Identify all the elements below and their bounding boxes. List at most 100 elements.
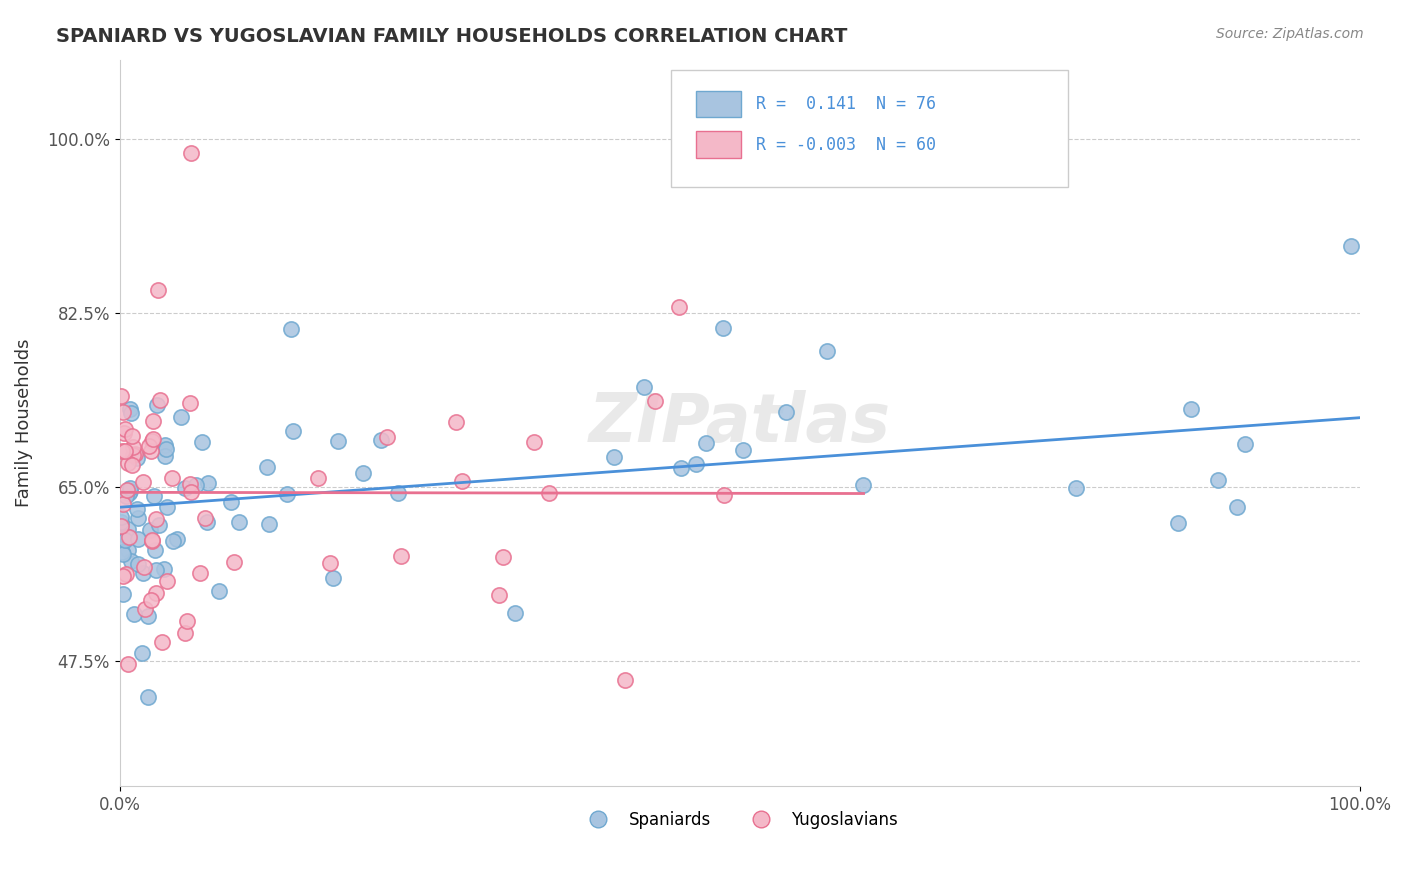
Point — [131, 647, 153, 661]
Point — [141, 444, 163, 458]
Point — [256, 460, 278, 475]
Point — [179, 396, 201, 410]
Point — [197, 476, 219, 491]
Point — [1167, 516, 1189, 531]
Point — [775, 405, 797, 419]
Point — [142, 432, 165, 446]
Point — [145, 511, 167, 525]
Point — [155, 500, 177, 514]
Point — [120, 554, 142, 568]
Point — [112, 497, 135, 511]
Point — [194, 510, 217, 524]
Point — [142, 414, 165, 428]
Point — [1234, 437, 1257, 451]
Point — [451, 475, 474, 489]
Point — [114, 533, 136, 547]
Point — [118, 481, 141, 495]
Point — [139, 523, 162, 537]
Point — [503, 606, 526, 620]
Point — [153, 562, 176, 576]
Point — [117, 657, 139, 672]
Point — [150, 634, 173, 648]
Point — [118, 530, 141, 544]
Point — [603, 450, 626, 465]
Point — [120, 406, 142, 420]
Point — [111, 587, 134, 601]
Point — [110, 518, 132, 533]
Point — [142, 489, 165, 503]
Point — [174, 481, 197, 495]
Point — [153, 438, 176, 452]
Point — [815, 344, 838, 359]
Point — [695, 435, 717, 450]
Point — [307, 471, 329, 485]
Point — [492, 550, 515, 565]
Point — [134, 602, 156, 616]
Point — [1226, 500, 1249, 515]
Point — [118, 486, 141, 500]
Point — [180, 145, 202, 160]
Point — [668, 300, 690, 314]
Text: R =  0.141  N = 76: R = 0.141 N = 76 — [755, 95, 935, 113]
Text: SPANIARD VS YUGOSLAVIAN FAMILY HOUSEHOLDS CORRELATION CHART: SPANIARD VS YUGOSLAVIAN FAMILY HOUSEHOLD… — [56, 27, 848, 45]
Point — [141, 434, 163, 449]
Point — [149, 393, 172, 408]
Point — [446, 415, 468, 429]
Point — [110, 509, 132, 524]
Point — [685, 457, 707, 471]
Point — [155, 442, 177, 456]
Point — [208, 583, 231, 598]
Point — [136, 690, 159, 704]
Point — [117, 483, 139, 497]
Point — [176, 614, 198, 628]
Point — [184, 478, 207, 492]
Text: ZIPatlas: ZIPatlas — [589, 390, 890, 456]
Point — [633, 380, 655, 394]
Point — [124, 447, 146, 461]
Point — [114, 567, 136, 582]
Point — [162, 534, 184, 549]
Y-axis label: Family Households: Family Households — [15, 338, 32, 507]
Point — [110, 515, 132, 529]
Point — [222, 555, 245, 569]
Point — [1208, 474, 1230, 488]
Text: Source: ZipAtlas.com: Source: ZipAtlas.com — [1216, 27, 1364, 41]
Point — [155, 574, 177, 589]
Point — [145, 563, 167, 577]
Point — [228, 515, 250, 529]
Point — [188, 566, 211, 581]
Point — [117, 542, 139, 557]
Point — [127, 511, 149, 525]
Point — [145, 542, 167, 557]
Point — [195, 515, 218, 529]
Point — [122, 440, 145, 454]
Point — [488, 588, 510, 602]
Point — [318, 556, 340, 570]
Point — [852, 478, 875, 492]
Point — [283, 424, 305, 438]
Point — [127, 558, 149, 572]
Point — [322, 571, 344, 585]
Point — [111, 405, 134, 419]
Point — [711, 320, 734, 334]
Point — [127, 533, 149, 547]
Point — [219, 495, 242, 509]
Point — [117, 456, 139, 470]
Point — [111, 545, 134, 559]
Point — [125, 451, 148, 466]
Point — [352, 466, 374, 480]
Point — [644, 394, 666, 409]
Point — [118, 484, 141, 499]
Point — [276, 487, 298, 501]
Point — [148, 517, 170, 532]
Point — [370, 433, 392, 447]
Point — [173, 626, 195, 640]
Point — [162, 471, 184, 485]
Point — [121, 458, 143, 473]
Point — [280, 322, 302, 336]
Point — [387, 485, 409, 500]
Point — [537, 485, 560, 500]
Point — [138, 439, 160, 453]
Text: R = -0.003  N = 60: R = -0.003 N = 60 — [755, 136, 935, 153]
Point — [141, 533, 163, 548]
